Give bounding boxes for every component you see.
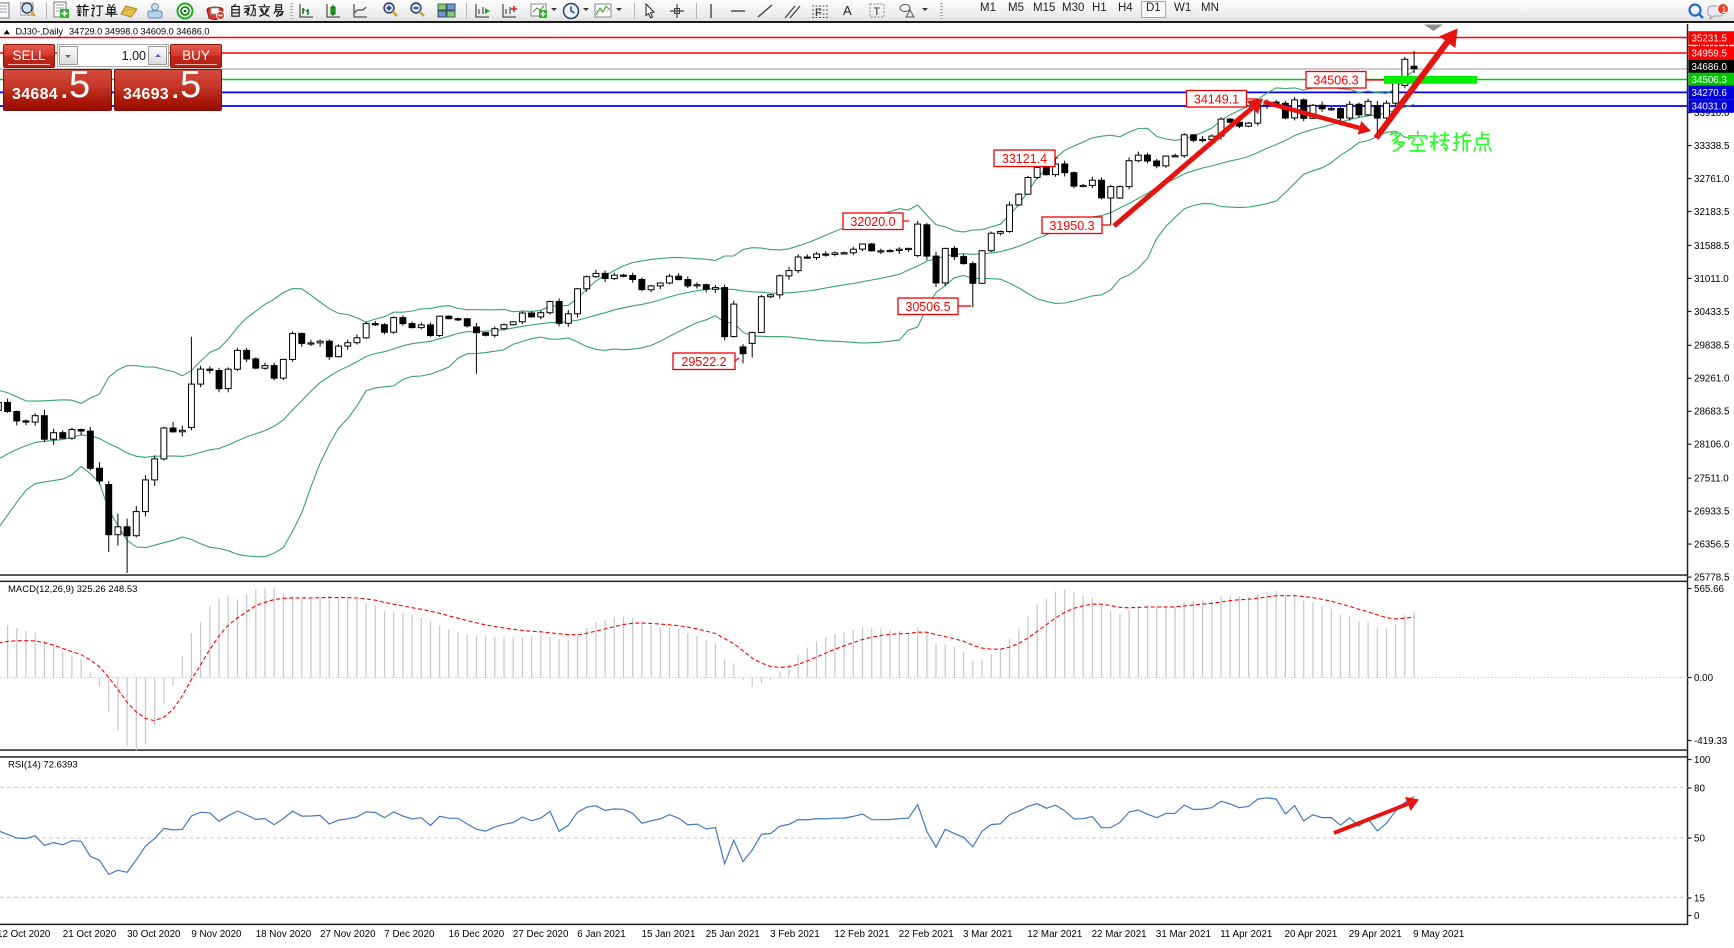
svg-text:31011.0: 31011.0 [1694, 274, 1729, 285]
svg-text:21 Oct 2020: 21 Oct 2020 [63, 929, 117, 940]
svg-text:MACD(12,26,9) 325.26 248.53: MACD(12,26,9) 325.26 248.53 [8, 584, 137, 595]
svg-text:16 Dec 2020: 16 Dec 2020 [449, 929, 505, 940]
svg-text:29838.5: 29838.5 [1694, 341, 1730, 352]
svg-text:28683.5: 28683.5 [1694, 407, 1730, 418]
svg-text:6 Jan 2021: 6 Jan 2021 [577, 929, 625, 940]
svg-text:0.00: 0.00 [1694, 673, 1714, 684]
svg-text:27511.0: 27511.0 [1694, 474, 1729, 485]
svg-text:34506.3: 34506.3 [1313, 73, 1358, 87]
svg-text:32183.5: 32183.5 [1694, 207, 1730, 218]
svg-text:15: 15 [1694, 893, 1705, 904]
svg-text:29522.2: 29522.2 [681, 355, 726, 369]
svg-text:25 Jan 2021: 25 Jan 2021 [706, 929, 760, 940]
svg-text:1: 1 [1721, 5, 1726, 16]
svg-text:15 Jan 2021: 15 Jan 2021 [642, 929, 696, 940]
svg-text:22 Mar 2021: 22 Mar 2021 [1092, 929, 1147, 940]
svg-text:RSI(14) 72.6393: RSI(14) 72.6393 [8, 760, 78, 771]
svg-text:7 Dec 2020: 7 Dec 2020 [384, 929, 435, 940]
svg-text:25778.5: 25778.5 [1694, 573, 1730, 584]
svg-text:33338.5: 33338.5 [1694, 141, 1730, 152]
svg-text:3 Mar 2021: 3 Mar 2021 [963, 929, 1013, 940]
svg-text:9 Nov 2020: 9 Nov 2020 [191, 929, 242, 940]
svg-text:18 Nov 2020: 18 Nov 2020 [256, 929, 312, 940]
svg-text:29261.0: 29261.0 [1694, 374, 1730, 385]
svg-text:34729.0 34998.0 34609.0 34686.: 34729.0 34998.0 34609.0 34686.0 [69, 27, 210, 37]
svg-text:0: 0 [1694, 911, 1700, 922]
svg-text:3 Feb 2021: 3 Feb 2021 [770, 929, 820, 940]
svg-text:DJ30-,Daily: DJ30-,Daily [16, 27, 64, 37]
svg-text:12 Oct 2020: 12 Oct 2020 [0, 929, 51, 940]
svg-text:34506.3: 34506.3 [1692, 75, 1728, 86]
svg-text:12 Feb 2021: 12 Feb 2021 [834, 929, 889, 940]
svg-text:34686.0: 34686.0 [1692, 62, 1728, 73]
svg-text:-419.33: -419.33 [1694, 736, 1728, 747]
svg-text:34031.0: 34031.0 [1692, 102, 1728, 113]
svg-text:100: 100 [1694, 755, 1711, 766]
svg-text:26356.5: 26356.5 [1694, 540, 1730, 551]
svg-text:11 Apr 2021: 11 Apr 2021 [1220, 929, 1272, 940]
svg-text:27 Nov 2020: 27 Nov 2020 [320, 929, 376, 940]
svg-text:565.66: 565.66 [1694, 584, 1725, 595]
svg-text:F: F [815, 7, 822, 19]
svg-text:22 Feb 2021: 22 Feb 2021 [899, 929, 954, 940]
svg-text:34959.5: 34959.5 [1692, 49, 1728, 60]
svg-text:9 May 2021: 9 May 2021 [1413, 929, 1464, 940]
svg-text:30 Oct 2020: 30 Oct 2020 [127, 929, 181, 940]
svg-text:33121.4: 33121.4 [1002, 152, 1047, 166]
svg-text:35231.5: 35231.5 [1692, 34, 1728, 45]
svg-text:20 Apr 2021: 20 Apr 2021 [1285, 929, 1338, 940]
svg-text:31588.5: 31588.5 [1694, 241, 1730, 252]
svg-text:27 Dec 2020: 27 Dec 2020 [513, 929, 569, 940]
svg-text:30506.5: 30506.5 [905, 300, 950, 314]
svg-text:30433.5: 30433.5 [1694, 307, 1730, 318]
svg-text:50: 50 [1694, 833, 1705, 844]
svg-text:31950.3: 31950.3 [1049, 219, 1094, 233]
svg-text:32761.0: 32761.0 [1694, 174, 1730, 185]
svg-text:34149.1: 34149.1 [1194, 92, 1239, 106]
svg-text:80: 80 [1694, 783, 1705, 794]
svg-text:26933.5: 26933.5 [1694, 507, 1730, 518]
svg-text:34270.6: 34270.6 [1692, 88, 1728, 99]
svg-text:T: T [874, 6, 881, 18]
svg-text:31 Mar 2021: 31 Mar 2021 [1156, 929, 1211, 940]
svg-text:12 Mar 2021: 12 Mar 2021 [1027, 929, 1082, 940]
svg-text:29 Apr 2021: 29 Apr 2021 [1349, 929, 1402, 940]
svg-text:28106.0: 28106.0 [1694, 440, 1730, 451]
svg-text:32020.0: 32020.0 [850, 215, 895, 229]
